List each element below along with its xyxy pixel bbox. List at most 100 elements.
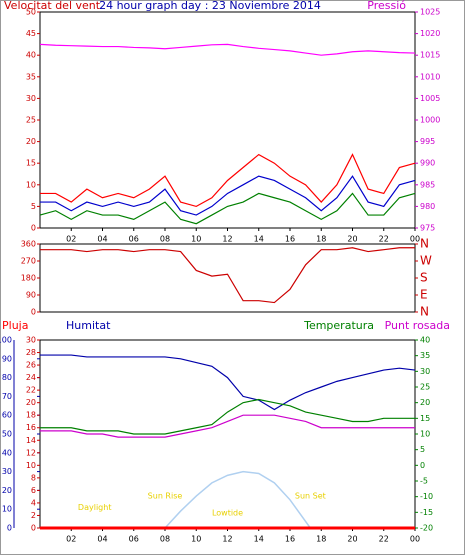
y3-tick-label: 8 xyxy=(31,473,36,482)
y3-tick-label: 12 xyxy=(26,448,36,457)
y-tick-label: 10 xyxy=(26,180,36,189)
annotation: Daylight xyxy=(78,503,112,512)
y3-tick-label: 0 xyxy=(31,524,36,533)
y2-tick-label: 1010 xyxy=(420,72,440,81)
y-tick-label: 5 xyxy=(31,202,36,211)
y-tick-label: 20 xyxy=(2,486,12,495)
y2-tick-label: 25 xyxy=(420,383,430,392)
y2-tick-label: 1020 xyxy=(420,29,440,38)
series-line xyxy=(40,175,416,216)
y-tick-label: 25 xyxy=(26,116,36,125)
y-tick-label: 80 xyxy=(2,373,12,382)
y2-tick-label: 1025 xyxy=(420,8,440,17)
y3-tick-label: 26 xyxy=(26,361,36,370)
x-tick-label: 00 xyxy=(410,535,420,544)
y2-tick-label: -10 xyxy=(420,492,433,501)
y-tick-label: 40 xyxy=(2,448,12,457)
y2-tick-label: 1005 xyxy=(420,94,440,103)
x-tick-label: 08 xyxy=(160,535,170,544)
x-tick-label: 18 xyxy=(316,235,326,244)
legend-label: Temperatura xyxy=(303,319,374,332)
x-tick-label: 18 xyxy=(316,535,326,544)
y2-tick-label: 10 xyxy=(420,430,430,439)
y2-tick-label: E xyxy=(420,288,428,302)
y3-tick-label: 24 xyxy=(26,373,36,382)
x-tick-label: 00 xyxy=(410,235,420,244)
series-line xyxy=(39,192,416,225)
x-tick-label: 12 xyxy=(222,535,232,544)
x-tick-label: 20 xyxy=(347,535,357,544)
annotation: Sun Rise xyxy=(148,492,183,501)
y3-tick-label: 22 xyxy=(26,386,36,395)
annotation: Lowtide xyxy=(212,508,243,517)
y2-tick-label: N xyxy=(420,237,429,251)
y2-tick-label: 30 xyxy=(420,367,430,376)
x-tick-label: 10 xyxy=(191,535,201,544)
y3-tick-label: 4 xyxy=(31,498,36,507)
y2-tick-label: 975 xyxy=(420,224,435,233)
x-tick-label: 06 xyxy=(129,235,139,244)
y3-tick-label: 20 xyxy=(26,398,36,407)
x-tick-label: 16 xyxy=(285,235,295,244)
x-tick-label: 12 xyxy=(222,235,232,244)
y-tick-label: 100 xyxy=(0,336,12,345)
x-tick-label: 02 xyxy=(66,235,76,244)
y-tick-label: 270 xyxy=(21,257,36,266)
y2-tick-label: -5 xyxy=(420,477,428,486)
series-line xyxy=(40,354,416,411)
y-tick-label: 360 xyxy=(21,240,36,249)
y2-tick-label: -15 xyxy=(420,508,433,517)
y-tick-label: 0 xyxy=(31,224,36,233)
series-line xyxy=(40,153,416,208)
y-tick-label: 10 xyxy=(2,505,12,514)
y2-tick-label: 0 xyxy=(420,461,425,470)
legend-label: Pluja xyxy=(2,319,28,332)
y2-tick-label: W xyxy=(420,254,432,268)
y2-tick-label: 15 xyxy=(420,414,430,423)
x-tick-label: 02 xyxy=(66,535,76,544)
sun-curve xyxy=(164,470,311,529)
legend-label: Humitat xyxy=(66,319,111,332)
pressure-label: Pressió xyxy=(367,0,406,12)
x-tick-label: 10 xyxy=(191,235,201,244)
y-tick-label: 35 xyxy=(26,72,36,81)
y3-tick-label: 28 xyxy=(26,348,36,357)
y-tick-label: 90 xyxy=(26,291,36,300)
series-line xyxy=(40,414,415,438)
y2-tick-label: 990 xyxy=(420,159,435,168)
y3-tick-label: 18 xyxy=(26,411,36,420)
chart-title: 24 hour graph day : 23 Noviembre 2014 xyxy=(99,0,321,12)
legend-label: Punt rosada xyxy=(385,319,450,332)
y3-tick-label: 2 xyxy=(31,511,36,520)
y-tick-label: 0 xyxy=(31,308,36,317)
y2-tick-label: N xyxy=(420,305,429,319)
x-tick-label: 14 xyxy=(254,235,264,244)
y2-tick-label: 40 xyxy=(420,336,430,345)
y3-tick-label: 16 xyxy=(26,423,36,432)
y-tick-label: 15 xyxy=(26,159,36,168)
x-tick-label: 16 xyxy=(285,535,295,544)
x-tick-label: 08 xyxy=(160,235,170,244)
y-tick-label: 180 xyxy=(21,274,36,283)
y2-tick-label: 1015 xyxy=(420,51,440,60)
y2-tick-label: 1000 xyxy=(420,116,440,125)
y3-tick-label: 14 xyxy=(26,436,36,445)
y2-tick-label: 20 xyxy=(420,398,430,407)
wind-label: Velocitat del vent xyxy=(4,0,101,12)
x-tick-label: 06 xyxy=(129,535,139,544)
x-tick-label: 04 xyxy=(97,535,107,544)
y-tick-label: 50 xyxy=(26,8,36,17)
series-line xyxy=(40,398,415,435)
y3-tick-label: 6 xyxy=(31,486,36,495)
y3-tick-label: 10 xyxy=(26,461,36,470)
y2-tick-label: 985 xyxy=(420,180,435,189)
annotation: Sun Set xyxy=(295,492,326,501)
y3-tick-label: 30 xyxy=(26,336,36,345)
x-tick-label: 04 xyxy=(97,235,107,244)
y-tick-label: 20 xyxy=(26,137,36,146)
y-tick-label: 45 xyxy=(26,29,36,38)
y-tick-label: 60 xyxy=(2,411,12,420)
x-tick-label: 14 xyxy=(254,535,264,544)
x-tick-label: 22 xyxy=(379,235,389,244)
